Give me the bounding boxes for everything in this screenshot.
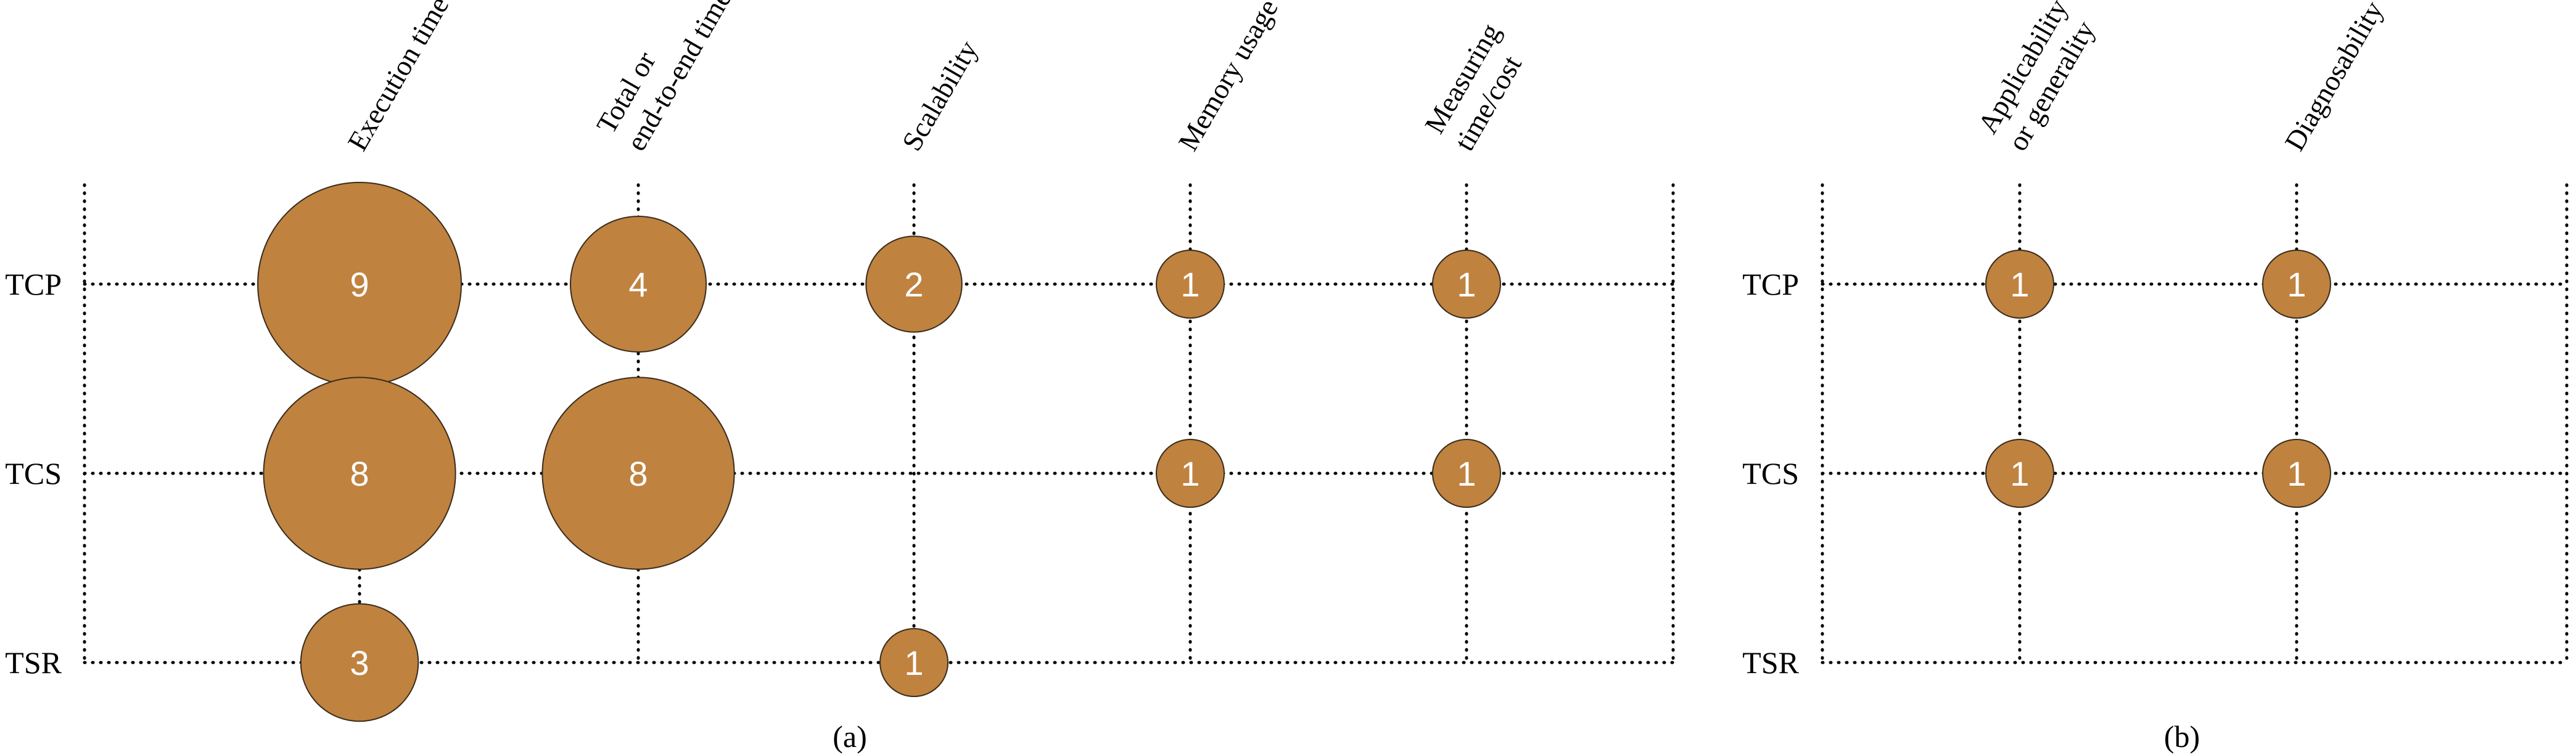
panel-2-row-label-tcs: TCS <box>1742 456 1799 491</box>
panel-1-column-label-5: Measuringtime/cost <box>1418 18 1536 156</box>
bubble-tcs-col-2 <box>541 377 735 570</box>
panel-2-row-label-tsr: TSR <box>1742 645 1799 680</box>
bubble-value-label: 8 <box>628 454 648 493</box>
bubble-tcp-col-1 <box>1985 250 2054 319</box>
bubble-tcp-col-2 <box>2262 250 2331 319</box>
bubble-value-label: 1 <box>2010 265 2029 304</box>
bubble-tcp-col-3 <box>865 235 963 333</box>
bubble-value-label: 1 <box>2010 454 2029 493</box>
bubble-tcp-col-2 <box>570 216 707 353</box>
bubble-tcs-col-4 <box>1156 439 1225 508</box>
bubble-tcs-col-2 <box>2262 439 2331 508</box>
panel-1-column-label-1: Execution time <box>341 0 455 156</box>
bubble-tcs-col-1 <box>263 377 456 570</box>
bubble-value-label: 9 <box>350 265 369 304</box>
bubble-tcp-col-4 <box>1156 250 1225 319</box>
column-label-line: Scalability <box>895 35 984 156</box>
panel-1-column-label-4: Memory usage <box>1172 0 1283 156</box>
bubble-value-label: 4 <box>628 265 648 304</box>
panel-2-column-label-2: Diagnosability <box>2278 0 2389 156</box>
bubble-tcs-col-5 <box>1432 439 1501 508</box>
bubble-value-label: 1 <box>904 643 923 682</box>
bubble-value-label: 2 <box>904 265 923 304</box>
bubble-value-label: 1 <box>2287 265 2306 304</box>
bubble-value-label: 8 <box>350 454 369 493</box>
panel-1-row-label-tsr: TSR <box>5 645 62 680</box>
bubble-value-label: 1 <box>1457 454 1476 493</box>
bubble-tcs-col-1 <box>1985 439 2054 508</box>
bubble-value-label: 3 <box>350 643 369 682</box>
panel-2-column-label-1: Applicabilityor generality <box>1972 0 2104 156</box>
column-label-line: Execution time <box>341 0 455 156</box>
panel-1-row-label-tcs: TCS <box>5 456 62 491</box>
panel-1-column-label-2: Total orend-to-end time <box>590 0 738 156</box>
column-label-line: Diagnosability <box>2278 0 2389 156</box>
bubble-tsr-col-3 <box>879 628 949 697</box>
bubble-tsr-col-1 <box>300 603 419 722</box>
panel-2-caption-label: (b) <box>2164 719 2200 754</box>
panel-1-caption-label: (a) <box>833 719 867 754</box>
bubble-value-label: 1 <box>1457 265 1476 304</box>
bubble-value-label: 1 <box>2287 454 2306 493</box>
bubble-value-label: 1 <box>1180 265 1200 304</box>
bubble-tcp-col-5 <box>1432 250 1501 319</box>
bubble-value-label: 1 <box>1180 454 1200 493</box>
column-label-line: Memory usage <box>1172 0 1283 156</box>
panel-1-row-label-tcp: TCP <box>5 267 62 301</box>
panel-1-column-label-3: Scalability <box>895 35 984 156</box>
panel-2-row-label-tcp: TCP <box>1742 267 1799 301</box>
